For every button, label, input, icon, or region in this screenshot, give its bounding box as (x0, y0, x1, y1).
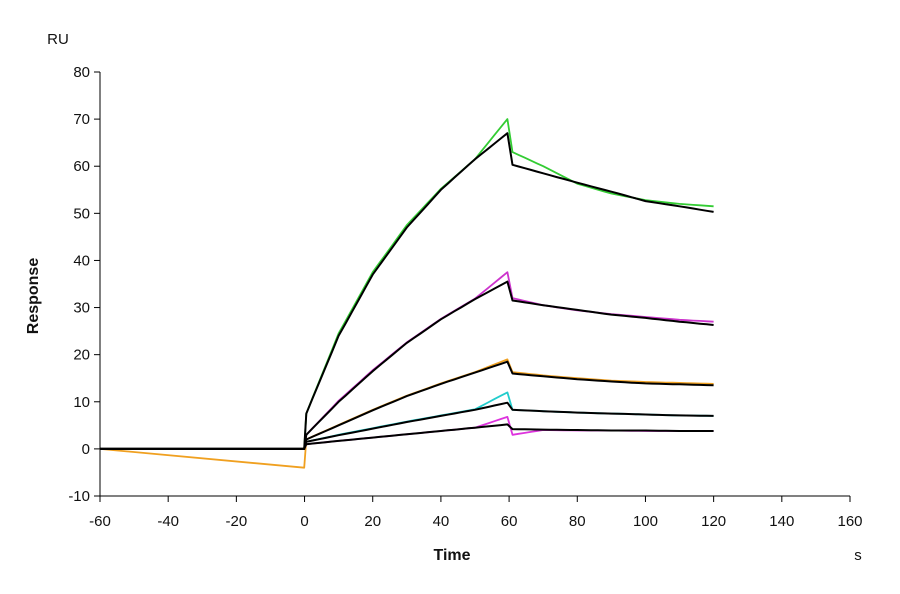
x-tick-label: 80 (569, 513, 586, 530)
x-tick-label: 100 (633, 513, 658, 530)
y-tick-label: 20 (73, 347, 90, 364)
y-tick-label: 0 (82, 441, 90, 458)
fit-curve-1 (100, 132, 714, 450)
x-tick-label: -40 (157, 513, 179, 530)
y-axis-label: Response (25, 258, 42, 335)
fit-curve-3 (100, 280, 714, 450)
x-tick-label: 120 (701, 513, 726, 530)
x-unit-label: s (854, 547, 862, 564)
y-tick-label: 40 (73, 252, 90, 269)
series-lines (99, 118, 714, 469)
x-tick-label: -20 (226, 513, 248, 530)
fit-curve-5 (100, 360, 714, 450)
y-tick-label: 80 (73, 64, 90, 81)
x-tick-label: -60 (89, 513, 111, 530)
x-tick-label: 60 (501, 513, 518, 530)
x-tick-label: 160 (837, 513, 862, 530)
fit-curve-9 (100, 423, 714, 450)
y-tick-label: 10 (73, 394, 90, 411)
y-tick-label: 60 (73, 158, 90, 175)
x-tick-label: 40 (433, 513, 450, 530)
y-unit-label: RU (47, 31, 69, 48)
y-tick-label: -10 (68, 488, 90, 505)
y-tick-label: 30 (73, 300, 90, 317)
x-tick-label: 0 (300, 513, 308, 530)
x-tick-label: 140 (769, 513, 794, 530)
measured-curve-0 (100, 118, 714, 450)
axes: -60 -40 -20 0 20 40 60 80 100 120 140 160 -10 0 10 20 30… (68, 64, 862, 530)
y-tick-label: 50 (73, 205, 90, 222)
y-tick-label: 70 (73, 111, 90, 128)
x-tick-label: 20 (364, 513, 381, 530)
fit-curve-7 (100, 401, 714, 450)
measured-curve-6 (100, 391, 714, 450)
x-axis-label: Time (433, 547, 470, 564)
